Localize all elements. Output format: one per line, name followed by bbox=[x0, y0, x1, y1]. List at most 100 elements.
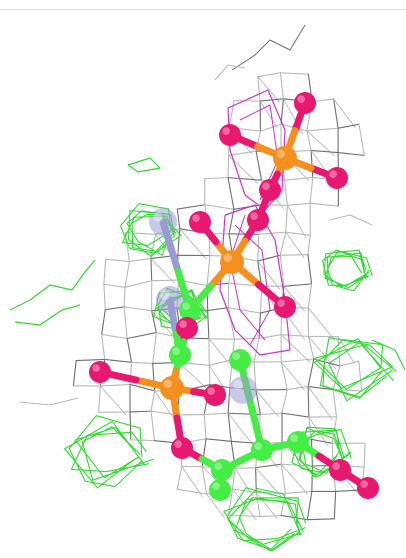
mesh-edge bbox=[151, 391, 155, 411]
atom-sphere bbox=[149, 208, 177, 236]
atom-sphere bbox=[273, 146, 297, 170]
mesh-edge bbox=[73, 361, 76, 386]
mesh-edge bbox=[287, 387, 308, 390]
mesh-edge bbox=[282, 413, 309, 417]
carbon-atom bbox=[169, 344, 191, 366]
mesh-edge bbox=[260, 413, 282, 414]
mesh-edge bbox=[104, 259, 106, 284]
mesh-edge bbox=[132, 362, 153, 363]
phosphorus-atom bbox=[220, 250, 244, 274]
mesh-edge bbox=[256, 151, 262, 180]
molecule-render bbox=[0, 10, 406, 558]
mesh-edge bbox=[364, 443, 365, 467]
atom-highlight bbox=[160, 290, 170, 300]
atom-highlight bbox=[222, 127, 230, 135]
atom-highlight bbox=[254, 442, 262, 450]
atom-sphere bbox=[247, 209, 269, 231]
mesh-edge bbox=[204, 415, 206, 439]
mesh-edge bbox=[102, 334, 127, 338]
top-border bbox=[0, 0, 406, 10]
atom-highlight bbox=[153, 212, 163, 222]
difference-mesh-strand bbox=[10, 260, 95, 310]
mesh-edge bbox=[209, 339, 228, 363]
difference-mesh-strand bbox=[15, 305, 80, 325]
mesh-edge bbox=[280, 232, 286, 255]
mesh-edge bbox=[338, 153, 364, 156]
atom-sphere bbox=[209, 479, 231, 501]
mesh-edge bbox=[209, 339, 235, 340]
mesh-edge bbox=[359, 361, 362, 391]
oxygen-atom bbox=[274, 296, 296, 318]
atom-sphere bbox=[204, 384, 226, 406]
atom-highlight bbox=[250, 212, 258, 220]
mesh-edge bbox=[151, 258, 152, 280]
mesh-edge bbox=[229, 308, 235, 340]
atom-sphere bbox=[171, 437, 193, 459]
atom-sphere bbox=[211, 459, 233, 481]
atom-highlight bbox=[290, 434, 298, 442]
mesh-edge bbox=[124, 307, 152, 311]
mesh-edge bbox=[234, 338, 259, 339]
mesh-edge bbox=[333, 390, 336, 417]
mesh-edge bbox=[340, 361, 359, 366]
mesh-edge bbox=[235, 468, 255, 469]
atom-sphere bbox=[357, 477, 379, 499]
mesh-edge bbox=[125, 233, 155, 234]
atom-highlight bbox=[297, 95, 305, 103]
mesh-edge bbox=[256, 468, 282, 497]
atom-highlight bbox=[360, 480, 368, 488]
oxygen-atom bbox=[219, 124, 241, 146]
mesh-edge bbox=[105, 307, 124, 310]
mesh-edge bbox=[229, 308, 261, 313]
mesh-edge bbox=[125, 281, 152, 288]
mesh-edge bbox=[308, 308, 334, 340]
mesh-edge bbox=[100, 384, 130, 386]
mesh-edge bbox=[102, 334, 105, 359]
atom-sphere bbox=[89, 361, 111, 383]
atom-highlight bbox=[92, 364, 100, 372]
atom-sphere bbox=[229, 376, 257, 404]
atom-highlight bbox=[192, 214, 200, 222]
mesh-edge bbox=[208, 311, 209, 339]
oxygen-atom bbox=[326, 167, 348, 189]
molecular-viewport[interactable] bbox=[0, 10, 406, 558]
mesh-edge bbox=[311, 150, 338, 152]
mesh-edge bbox=[104, 284, 125, 287]
atom-highlight bbox=[277, 299, 285, 307]
atom-highlight bbox=[232, 352, 240, 360]
mesh-edge bbox=[100, 386, 126, 415]
mesh-edge bbox=[131, 440, 155, 441]
mesh-edge bbox=[229, 101, 234, 128]
mesh-edge bbox=[359, 124, 364, 155]
atom-highlight bbox=[212, 482, 220, 490]
difference-mesh-loop bbox=[323, 340, 386, 398]
atom-sphere bbox=[229, 349, 251, 371]
oxygen-atom bbox=[294, 92, 316, 114]
mesh-edge bbox=[281, 335, 308, 337]
oxygen-atom bbox=[329, 459, 351, 481]
carbon-atom bbox=[287, 431, 309, 453]
mesh-edge bbox=[228, 155, 229, 177]
mesh-edge bbox=[228, 178, 262, 181]
mesh-edge bbox=[259, 232, 286, 234]
atom-sphere bbox=[251, 439, 273, 461]
mesh-edge bbox=[106, 259, 130, 261]
mesh-edge bbox=[280, 73, 308, 74]
mesh-edge bbox=[209, 365, 210, 384]
atom-highlight bbox=[214, 462, 222, 470]
atom-sphere bbox=[220, 250, 244, 274]
mesh-edge bbox=[287, 203, 310, 205]
mesh-edge bbox=[124, 307, 127, 339]
mesh-edge bbox=[99, 386, 101, 412]
oxygen-atom bbox=[171, 437, 193, 459]
atom-sphere bbox=[294, 92, 316, 114]
mesh-edge bbox=[308, 387, 332, 420]
mesh-edge bbox=[258, 234, 259, 261]
atom-sphere bbox=[189, 211, 211, 233]
mesh-edge bbox=[310, 177, 313, 203]
mesh-edge bbox=[258, 77, 280, 102]
oxygen-atom bbox=[357, 477, 379, 499]
mesh-edge bbox=[76, 359, 105, 360]
mesh-edge bbox=[282, 390, 287, 414]
carbon-atom bbox=[209, 479, 231, 501]
